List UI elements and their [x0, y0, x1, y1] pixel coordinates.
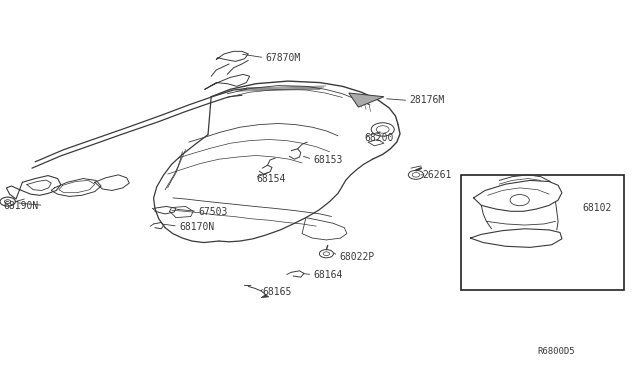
Polygon shape	[261, 295, 269, 298]
Bar	[461, 175, 624, 290]
Text: 28176M: 28176M	[410, 96, 445, 105]
Polygon shape	[349, 93, 384, 107]
Text: 68154: 68154	[256, 174, 285, 183]
Text: 67503: 67503	[198, 207, 228, 217]
Text: 68022P: 68022P	[339, 252, 374, 262]
Text: 68190N: 68190N	[3, 202, 38, 211]
Text: 68200: 68200	[365, 133, 394, 142]
Text: 67870M: 67870M	[266, 53, 301, 62]
Text: 26261: 26261	[422, 170, 452, 180]
Text: 68102: 68102	[582, 203, 612, 213]
Text: 68164: 68164	[314, 270, 343, 280]
Text: 68165: 68165	[262, 287, 292, 297]
Text: R6800D5: R6800D5	[538, 347, 575, 356]
Text: 68153: 68153	[314, 155, 343, 165]
Text: 68170N: 68170N	[179, 222, 214, 232]
